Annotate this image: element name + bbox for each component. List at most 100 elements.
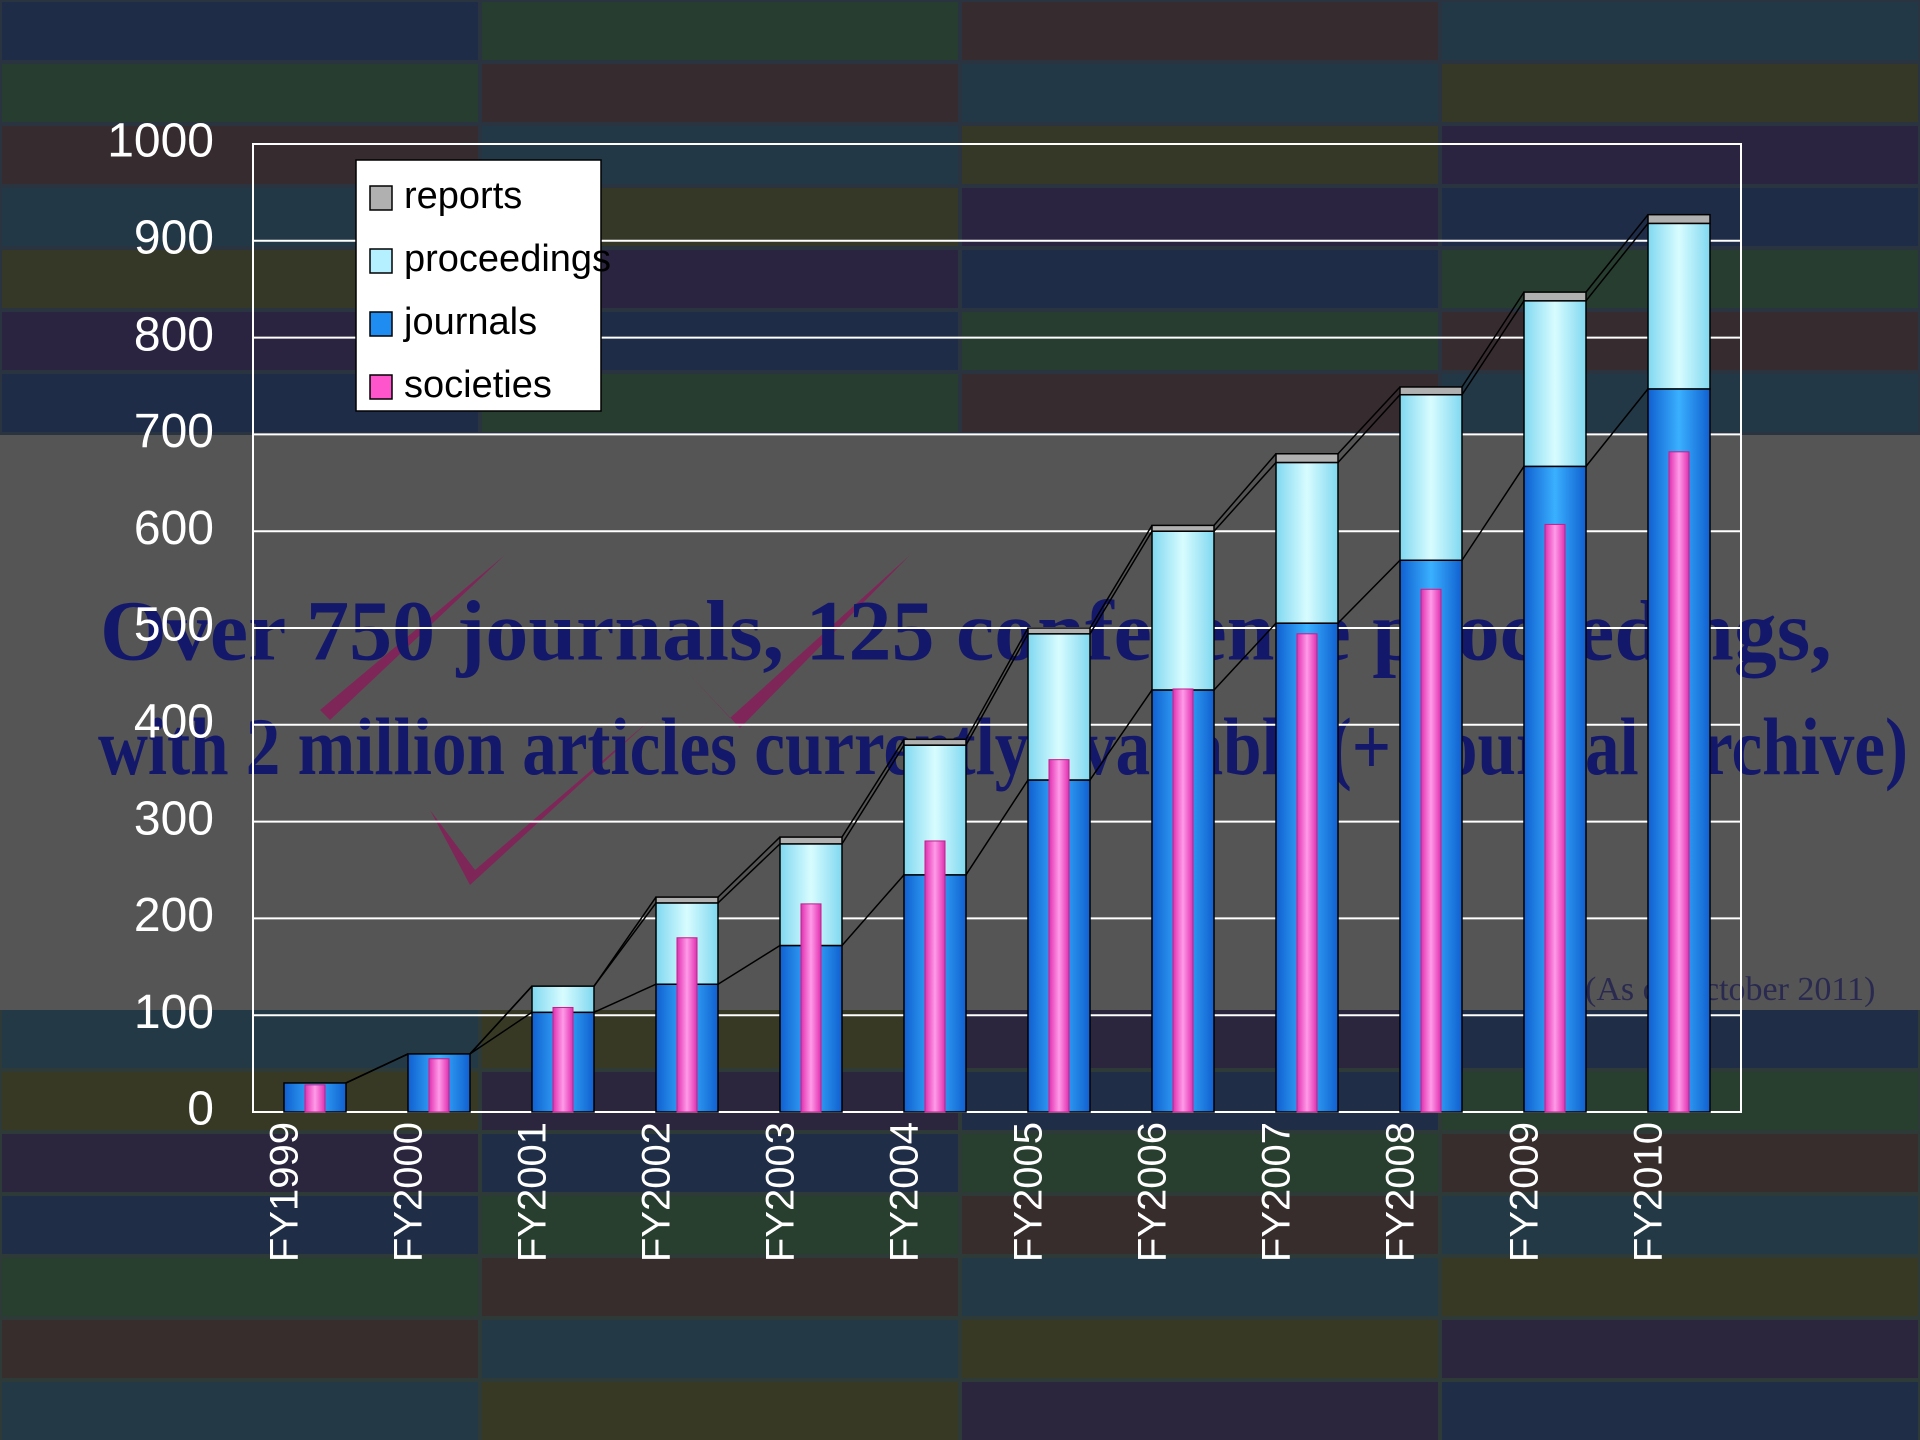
stack-connector	[1089, 525, 1153, 629]
y-tick-label: 500	[134, 599, 214, 652]
bar-segment	[1647, 213, 1711, 225]
overlay-bar	[1544, 523, 1566, 1113]
overlay-bar	[428, 1058, 450, 1113]
banner-tile	[482, 64, 958, 122]
banner-tile	[2, 1134, 478, 1192]
overlay-bar	[676, 937, 698, 1113]
banner-tile	[2, 1196, 478, 1254]
banner-tile	[2, 1010, 478, 1068]
banner-tile	[962, 374, 1438, 432]
stack-connector	[1213, 461, 1277, 532]
stack-connector	[1089, 689, 1153, 781]
banner-tile	[1442, 1258, 1918, 1316]
banner-tile	[1442, 1382, 1918, 1440]
bar-segment	[1151, 530, 1215, 691]
stack-connector	[717, 836, 781, 898]
banner-tile	[1442, 64, 1918, 122]
x-tick-label: FY2010	[1627, 1122, 1671, 1262]
banner-tile	[1442, 1196, 1918, 1254]
y-tick-label: 600	[134, 502, 214, 555]
banner-tile	[962, 1320, 1438, 1378]
bar-segment	[655, 896, 719, 904]
legend-swatch	[369, 374, 393, 400]
y-tick-label: 100	[134, 986, 214, 1039]
banner-tile	[1442, 2, 1918, 60]
overlay-bar	[1668, 451, 1690, 1113]
y-tick-label: 300	[134, 792, 214, 845]
y-tick-label: 200	[134, 889, 214, 942]
y-tick-label: 400	[134, 695, 214, 748]
banner-tile	[962, 2, 1438, 60]
stack-connector	[841, 738, 905, 838]
overlay-bar	[1420, 588, 1442, 1113]
annotation: with 2 million articles currently availa…	[98, 701, 1908, 792]
stack-connector	[469, 1011, 533, 1055]
y-tick-label: 700	[134, 405, 214, 458]
stack-connector	[593, 983, 657, 1013]
banner-tile	[2, 1258, 478, 1316]
legend-label: reports	[404, 175, 522, 217]
stack-connector	[841, 874, 905, 946]
stack-connector	[345, 1053, 409, 1084]
stack-connector	[1585, 222, 1649, 302]
overlay-bar	[552, 1006, 574, 1113]
stack-connector	[1337, 559, 1401, 624]
bar-segment	[1399, 393, 1463, 561]
banner-tile	[962, 126, 1438, 184]
overlay-bar	[800, 903, 822, 1113]
y-tick-label: 900	[134, 211, 214, 264]
legend-label: societies	[404, 364, 552, 406]
x-tick-label: FY2000	[387, 1122, 431, 1262]
stack-connector	[1585, 214, 1649, 293]
banner-tile	[482, 1196, 958, 1254]
x-tick-label: FY2001	[511, 1122, 555, 1262]
x-tick-label: FY2009	[1503, 1122, 1547, 1262]
x-tick-label: FY2003	[759, 1122, 803, 1262]
bar-segment	[1523, 300, 1587, 468]
stack-connector	[1461, 300, 1525, 396]
bar-segment	[1151, 524, 1215, 532]
banner-tile	[2, 1382, 478, 1440]
x-tick-label: FY2002	[635, 1122, 679, 1262]
x-tick-label: FY2004	[883, 1122, 927, 1262]
annotation: (As of October 2011)	[1585, 971, 1876, 1008]
stack-connector	[965, 627, 1029, 740]
banner-tile	[2, 2, 478, 60]
stack-connector	[1461, 465, 1525, 561]
legend-label: proceedings	[404, 238, 611, 280]
stack-connector	[1337, 386, 1401, 455]
bar-segment	[1027, 627, 1091, 635]
bar-segment	[779, 836, 843, 845]
banner-tile	[2, 1320, 478, 1378]
bar-segment	[1399, 386, 1463, 396]
legend-swatch	[369, 185, 393, 211]
stack-connector	[965, 779, 1029, 876]
overlay-bar	[924, 840, 946, 1113]
legend-swatch	[369, 248, 393, 274]
bar-segment	[1523, 291, 1587, 302]
legend-label: journals	[403, 301, 537, 343]
banner-tile	[1442, 1320, 1918, 1378]
stack-connector	[593, 896, 657, 987]
stack-connector	[1585, 388, 1649, 467]
legend-box	[355, 159, 602, 412]
banner-tile	[482, 1382, 958, 1440]
stack-connector	[965, 633, 1029, 746]
x-tick-label: FY2006	[1131, 1122, 1175, 1262]
overlay-bar	[1048, 759, 1070, 1113]
x-tick-label: FY1999	[263, 1122, 307, 1262]
stack-connector	[1213, 453, 1277, 526]
banner-tile	[1442, 1134, 1918, 1192]
banner-tile	[962, 1196, 1438, 1254]
bar-segment	[1647, 222, 1711, 390]
stack-connector	[1089, 530, 1153, 635]
banner-tile	[962, 1134, 1438, 1192]
banner-tile	[962, 250, 1438, 308]
y-tick-label: 800	[134, 308, 214, 361]
stack-connector	[841, 744, 905, 845]
x-tick-label: FY2008	[1379, 1122, 1423, 1262]
banner-tile	[962, 312, 1438, 370]
bar-segment	[1027, 633, 1091, 781]
bar-segment	[1275, 461, 1339, 624]
